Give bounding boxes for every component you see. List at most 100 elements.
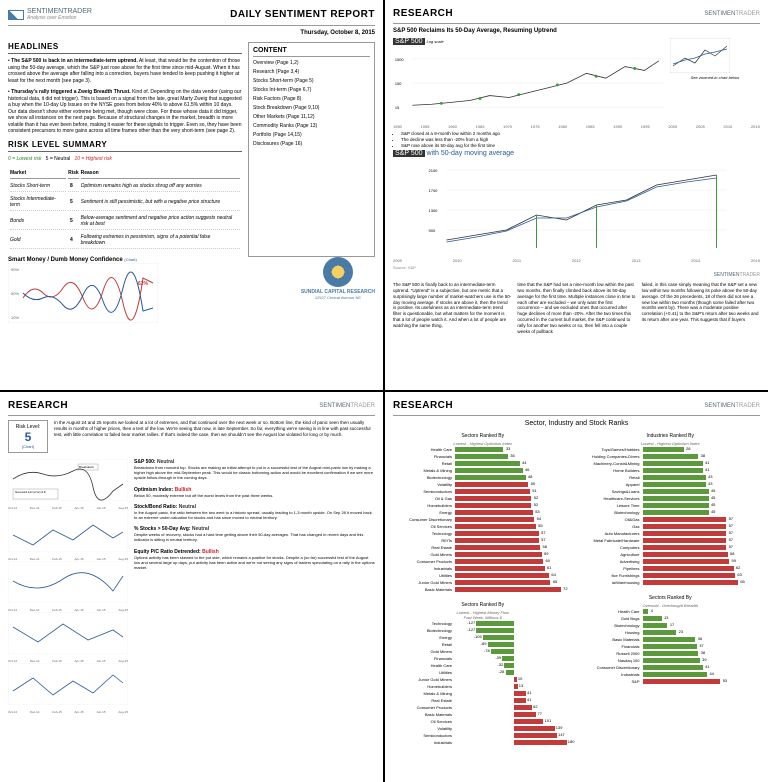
content-item[interactable]: Disclosures (Page 16) — [253, 141, 370, 147]
bar-row: Homebuilders13 — [393, 683, 573, 689]
bar-row: Machinery-Constr&Mining41 — [581, 460, 761, 466]
research-panel-ranks: RESEARCH SENTIMENTRADER Sector, Industry… — [385, 392, 768, 782]
bar-row: Auto Manufacturers57 — [581, 530, 761, 536]
chart-link[interactable]: (Chart) — [12, 444, 44, 449]
bar-row: Consumer Discretionary41 — [581, 664, 761, 670]
risk-row: Stocks Short-term8Optimism remains high … — [10, 181, 240, 192]
risk-summary-title: RISK LEVEL SUMMARY — [8, 140, 242, 152]
bar-row: Real Estate41 — [393, 697, 573, 703]
bar-row: Basic Materials72 — [393, 586, 573, 592]
bar-row: Oil&Gas57 — [581, 516, 761, 522]
bar-row: Retail44 — [393, 460, 573, 466]
bar-row: Oil Services101 — [393, 718, 573, 724]
content-item[interactable]: Commodity Ranks (Page 13) — [253, 123, 370, 129]
article-column: time that the S&P had set a nine-month l… — [517, 282, 635, 335]
svg-text:1500: 1500 — [395, 58, 404, 62]
bar-row: Consumer Products62 — [393, 704, 573, 710]
bar-row: Metal Fabricate/Hardware57 — [581, 537, 761, 543]
bar-row: Oil & Gas52 — [393, 495, 573, 501]
content-item[interactable]: Portfolio (Page 14,15) — [253, 132, 370, 138]
bar-row: Retail-89 — [393, 641, 573, 647]
bar-row: Volatility139 — [393, 725, 573, 731]
bar-row: Biotechnology48 — [393, 474, 573, 480]
mini-chart: Breakdown Successful test (so far) of th — [8, 459, 128, 501]
bar-row: Junior Gold Miners10 — [393, 676, 573, 682]
risk-row: Bonds5Below-average sentiment and negati… — [10, 213, 240, 230]
research-panel-sp500: RESEARCH SENTIMENTRADER S&P 500 Reclaims… — [385, 0, 768, 390]
article-column: The S&P 500 is finally back to an interm… — [393, 282, 511, 335]
content-item[interactable]: Other Markets (Page 11,12) — [253, 114, 370, 120]
industries-optimism-section: Industries Ranked By Lowest - Highest Op… — [581, 433, 761, 585]
bar-row: Healthcare-Services45 — [581, 495, 761, 501]
legend-item: S&P closed at a 9-month low within 2 mon… — [401, 131, 760, 136]
zoom-inset-chart — [670, 38, 730, 73]
chart-subtitle: S&P 500 Reclaims Its 50-Day Average, Res… — [393, 28, 760, 34]
risk-row: Gold4Following extremes in pessimism, si… — [10, 232, 240, 249]
bar-row: Health Care4 — [581, 608, 761, 614]
bar-row: Biotechnology17 — [581, 622, 761, 628]
report-date: Thursday, October 8, 2015 — [8, 30, 375, 36]
bar-row: Financials37 — [581, 643, 761, 649]
bar-row: Industrials44 — [581, 671, 761, 677]
bar-row: Advertising59 — [581, 558, 761, 564]
bar-row: Semiconductors147 — [393, 732, 573, 738]
svg-text:900: 900 — [429, 228, 436, 233]
content-item[interactable]: Stocks Int-term (Page 6,7) — [253, 87, 370, 93]
sectors-optimism-section: Sectors Ranked By Lowest - Highest Optim… — [393, 433, 573, 592]
bar-row: Energy-105 — [393, 634, 573, 640]
chart1-label: S&P 500 Log scale — [393, 38, 664, 45]
bar-row: Holding Companies-Divers38 — [581, 453, 761, 459]
headline-bullet: • The S&P 500 is back in an intermediate… — [8, 58, 242, 84]
chart-link[interactable]: (Chart) — [124, 257, 136, 262]
content-item[interactable]: Risk Factors (Page 8) — [253, 96, 370, 102]
svg-text:Successful test (so far) of th: Successful test (so far) of th — [15, 491, 47, 494]
sp500-log-chart: 150015015 — [393, 48, 664, 118]
bar-row: Real Estate58 — [393, 544, 573, 550]
article-columns: The S&P 500 is finally back to an interm… — [393, 282, 760, 335]
header: SENTIMENTRADER Analysis over Emotion DAI… — [8, 8, 375, 26]
headline-bullet: • Thursday's rally triggered a Zweig Bre… — [8, 89, 242, 135]
bar-row: S&P53 — [581, 678, 761, 684]
bar-row: Housing23 — [581, 629, 761, 635]
bar-row: Toys/Games/Hobbies28 — [581, 446, 761, 452]
content-item[interactable]: Research (Page 3,4) — [253, 69, 370, 75]
section-title: RESEARCH — [393, 8, 453, 19]
svg-text:2100: 2100 — [429, 168, 439, 173]
bar-row: Volatility50 — [393, 481, 573, 487]
indicator-item: % Stocks > 50-Day Avg: NeutralDespite we… — [134, 526, 375, 542]
bar-row: Health Care33 — [393, 446, 573, 452]
content-item[interactable]: Stock Breakdown (Page 9,10) — [253, 105, 370, 111]
bar-row: Gold Miners-78 — [393, 648, 573, 654]
bar-row: Utilities-28 — [393, 669, 573, 675]
brand-mark: SENTIMENTRADER — [319, 403, 375, 409]
content-item[interactable]: Overview (Page 1,2) — [253, 60, 370, 66]
legend-item: The decline was less than -20% from a hi… — [401, 137, 760, 142]
bar-row: Savings&Loans45 — [581, 488, 761, 494]
svg-text:1300: 1300 — [429, 208, 439, 213]
brand-tagline: Analysis over Emotion — [27, 15, 92, 21]
bar-row: Retail43 — [581, 474, 761, 480]
svg-text:50%: 50% — [11, 291, 19, 296]
research-panel-indicators: RESEARCH SENTIMENTRADER Risk Level: 5 (C… — [0, 392, 383, 782]
brand-mark: SENTIMENTRADER — [704, 403, 760, 409]
bar-row: Metals & Mining41 — [393, 690, 573, 696]
indicator-item: Equity P/C Ratio Detrended: BullishOptio… — [134, 549, 375, 571]
content-item[interactable]: Stocks Short-term (Page 5) — [253, 78, 370, 84]
bar-row: Basic Materials77 — [393, 711, 573, 717]
bar-row: Metals & Mining46 — [393, 467, 573, 473]
svg-text:Breakdown: Breakdown — [79, 465, 94, 469]
brand-name: SENTIMENTRADER — [27, 8, 92, 15]
bar-row: Russell 200038 — [581, 650, 761, 656]
header: RESEARCH SENTIMENTRADER — [8, 400, 375, 416]
zoom-note: See zoomed-in chart below — [670, 75, 760, 80]
bar-row: Energy53 — [393, 509, 573, 515]
brand-mark: SENTIMENTRADER — [393, 272, 760, 278]
bar-row: Consumer Discretionary54 — [393, 516, 573, 522]
indicator-item: Optimism Index: BullishBelow 50, modestl… — [134, 487, 375, 498]
svg-text:15: 15 — [395, 106, 399, 110]
sectors-breadth-section: Sectors Ranked By Oversold - Overbought … — [581, 595, 761, 684]
chart1-x-axis: 1950195519601965197019751980198519901995… — [393, 124, 760, 129]
mini-charts-column: BreakdownSuccessful test (so far) of thO… — [8, 459, 128, 714]
risk-legend: 0 = Lowest risk 5 = Neutral 10 = Highest… — [8, 156, 242, 162]
bar-row: Pipelines62 — [581, 565, 761, 571]
